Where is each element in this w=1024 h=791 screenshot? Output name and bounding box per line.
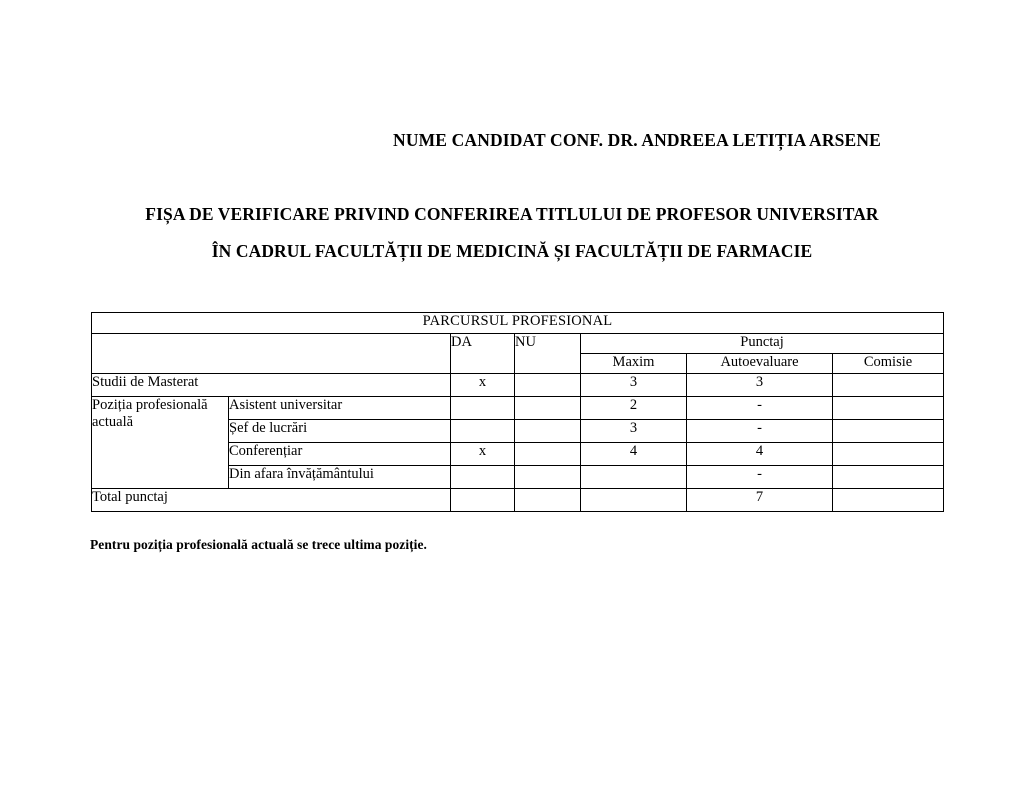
evaluation-table: PARCURSUL PROFESIONAL DA NU Punctaj Maxi… — [90, 312, 945, 512]
row-sub-asistent-universitar: Asistent universitar — [228, 396, 451, 420]
document-title-line-1: FIȘA DE VERIFICARE PRIVIND CONFERIREA TI… — [145, 204, 879, 224]
row-comisie-din-afara-invatamantului — [831, 465, 945, 489]
row-autoevaluare-asistent-universitar: - — [686, 396, 833, 420]
row-autoevaluare-din-afara-invatamantului: - — [686, 465, 833, 489]
row-comisie-studii-masterat — [831, 373, 945, 397]
row-nu-conferentiar — [514, 442, 581, 466]
header-punctaj: Punctaj — [579, 333, 945, 354]
document-title-line-2: ÎN CADRUL FACULTĂȚII DE MEDICINĂ ȘI FACU… — [211, 241, 813, 261]
header-maxim: Maxim — [580, 353, 687, 374]
row-maxim-asistent-universitar: 2 — [580, 396, 687, 420]
evaluation-table-container: PARCURSUL PROFESIONAL DA NU Punctaj Maxi… — [90, 312, 945, 512]
row-comisie-conferentiar — [831, 442, 945, 466]
row-autoevaluare-conferentiar: 4 — [686, 442, 833, 466]
total-comisie — [831, 488, 945, 512]
row-autoevaluare-sef-de-lucrari: - — [686, 419, 833, 443]
row-da-studii-masterat: x — [450, 373, 515, 397]
footnote-text: Pentru poziția profesională actuală se t… — [90, 537, 427, 552]
row-da-conferentiar: x — [450, 442, 515, 466]
table-header-row-2: Maxim Autoevaluare Comisie — [92, 353, 945, 374]
row-comisie-sef-de-lucrari — [831, 419, 945, 443]
row-maxim-conferentiar: 4 — [580, 442, 687, 466]
row-sub-conferentiar: Conferențiar — [228, 442, 451, 466]
row-sub-sef-de-lucrari: Șef de lucrări — [228, 419, 451, 443]
row-maxim-sef-de-lucrari: 3 — [580, 419, 687, 443]
candidate-name-heading: NUME CANDIDAT CONF. DR. ANDREEA LETIȚIA … — [393, 130, 881, 150]
row-comisie-asistent-universitar — [831, 396, 945, 420]
total-label: Total punctaj — [91, 488, 451, 512]
table-row: Conferențiar x 4 4 — [92, 442, 945, 466]
total-autoevaluare: 7 — [686, 488, 833, 512]
row-da-sef-de-lucrari — [450, 419, 515, 443]
total-maxim — [580, 488, 687, 512]
total-nu — [514, 488, 581, 512]
row-autoevaluare-studii-masterat: 3 — [686, 373, 833, 397]
table-row: Din afara învățământului - — [92, 465, 945, 489]
row-da-din-afara-invatamantului — [450, 465, 515, 489]
table-banner-cell: PARCURSUL PROFESIONAL — [90, 312, 945, 334]
table-row: Studii de Masterat x 3 3 — [91, 373, 945, 397]
header-blank-cell — [91, 333, 451, 374]
header-nu: NU — [514, 333, 581, 374]
row-da-asistent-universitar — [450, 396, 515, 420]
table-row: Șef de lucrări 3 - — [92, 419, 945, 443]
header-comisie: Comisie — [831, 353, 945, 374]
row-sub-din-afara-invatamantului: Din afara învățământului — [228, 465, 451, 489]
table-header-row-1: DA NU Punctaj — [91, 333, 945, 374]
total-da — [450, 488, 515, 512]
row-maxim-studii-masterat: 3 — [580, 373, 687, 397]
row-nu-din-afara-invatamantului — [514, 465, 581, 489]
header-da: DA — [450, 333, 515, 374]
table-row: Poziția profesională actuală Asistent un… — [91, 396, 945, 489]
table-banner-row: PARCURSUL PROFESIONAL — [90, 312, 945, 334]
row-nu-asistent-universitar — [514, 396, 581, 420]
row-label-pozitia-profesionala: Poziția profesională actuală — [91, 396, 229, 489]
row-nu-studii-masterat — [514, 373, 581, 397]
table-total-row: Total punctaj 7 — [91, 488, 945, 512]
header-autoevaluare: Autoevaluare — [686, 353, 833, 374]
row-nu-sef-de-lucrari — [514, 419, 581, 443]
row-maxim-din-afara-invatamantului — [580, 465, 687, 489]
row-label-studii-masterat: Studii de Masterat — [91, 373, 451, 397]
